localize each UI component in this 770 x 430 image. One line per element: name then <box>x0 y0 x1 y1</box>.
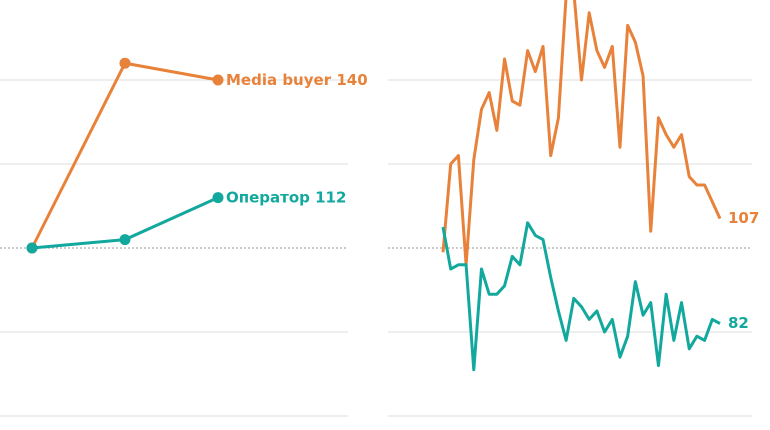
end-label: Оператор 112 <box>226 188 346 206</box>
end-value: 82 <box>728 314 749 332</box>
point <box>119 234 131 246</box>
point <box>26 242 38 254</box>
series-name: Оператор <box>226 188 310 206</box>
end-label: Media buyer 140 <box>226 71 368 89</box>
end-value: 112 <box>315 188 346 206</box>
series-name: Media buyer <box>226 71 332 89</box>
line <box>441 0 722 267</box>
point <box>119 57 131 69</box>
end-value: 140 <box>336 71 367 89</box>
line <box>441 221 721 372</box>
point <box>212 74 224 86</box>
end-value: 107 <box>728 209 759 227</box>
line <box>30 61 219 249</box>
point <box>212 192 224 204</box>
